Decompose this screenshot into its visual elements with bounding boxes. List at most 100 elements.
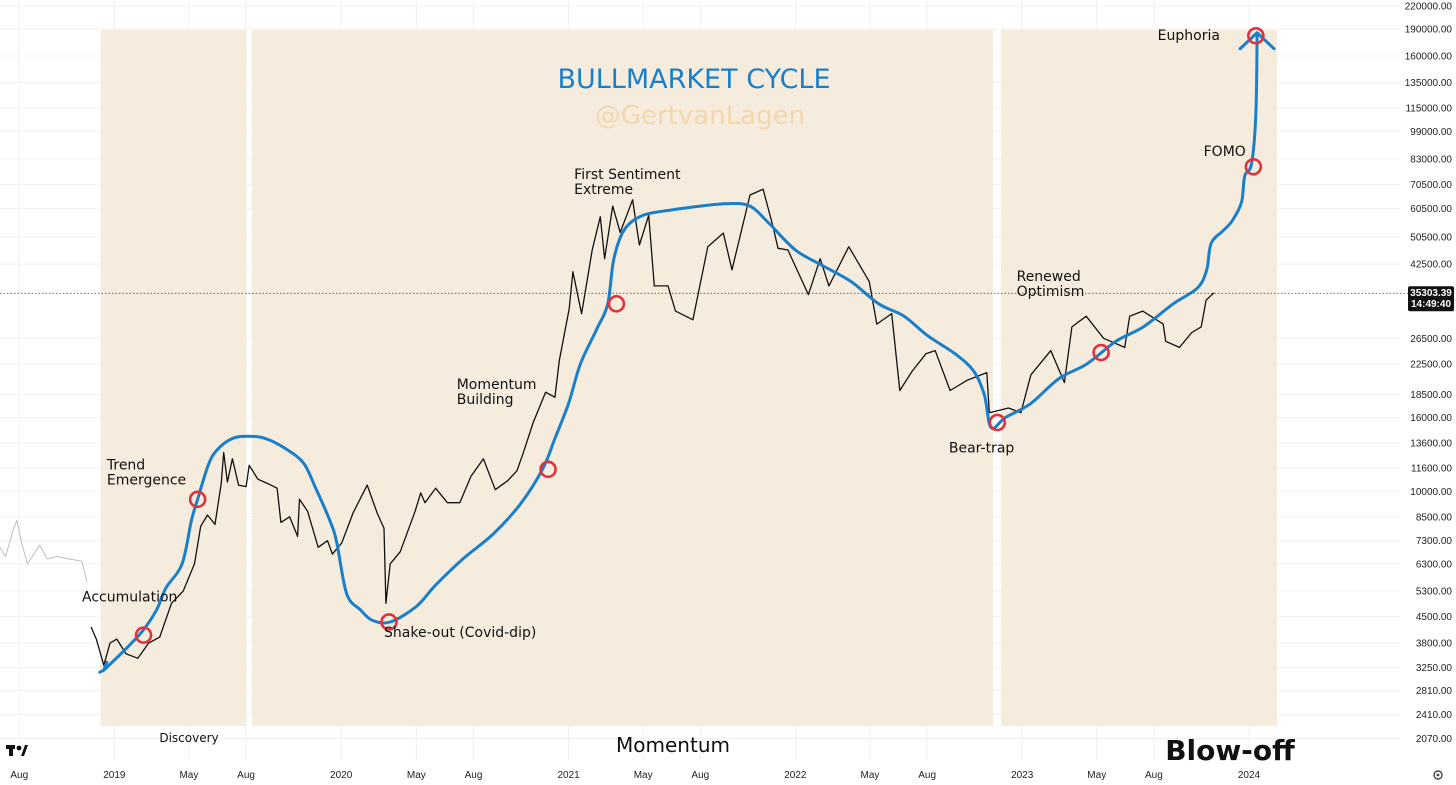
y-tick-label: 99000.00 bbox=[1410, 127, 1452, 138]
phase-band-1 bbox=[100, 30, 247, 726]
y-tick-label: 2810.00 bbox=[1416, 686, 1453, 697]
annotation-line: Emergence bbox=[107, 472, 186, 488]
y-tick-label: 60500.00 bbox=[1410, 204, 1452, 215]
y-tick-label: 6300.00 bbox=[1416, 559, 1453, 570]
y-tick-label: 7300.00 bbox=[1416, 536, 1453, 547]
cycle-marker-3 bbox=[380, 613, 398, 631]
cycle-marker-9 bbox=[1247, 26, 1265, 45]
x-tick-label: May bbox=[634, 770, 653, 781]
y-tick-label: 115000.00 bbox=[1405, 103, 1452, 114]
x-tick-label: Aug bbox=[10, 770, 28, 781]
y-tick-label: 83000.00 bbox=[1410, 155, 1452, 166]
y-tick-label: 70500.00 bbox=[1410, 180, 1452, 191]
y-tick-label: 22500.00 bbox=[1410, 359, 1452, 370]
x-tick-label: Aug bbox=[237, 770, 255, 781]
annotation-3: Shake-out (Covid-dip) bbox=[384, 625, 536, 641]
settings-gear-icon[interactable] bbox=[1433, 770, 1443, 780]
y-tick-label: 13600.00 bbox=[1410, 439, 1452, 450]
chart-title: BULLMARKET CYCLE bbox=[557, 64, 830, 95]
annotation-line: Shake-out (Covid-dip) bbox=[384, 625, 536, 641]
cycle-marker-4 bbox=[539, 460, 557, 479]
annotation-1: Accumulation bbox=[82, 590, 177, 606]
last-price-value: 35303.39 bbox=[1410, 288, 1452, 299]
x-tick-label: May bbox=[179, 770, 198, 781]
y-tick-label: 2410.00 bbox=[1416, 710, 1453, 721]
y-tick-label: 190000.00 bbox=[1405, 25, 1453, 36]
y-tick-label: 18500.00 bbox=[1410, 390, 1452, 401]
x-tick-label: May bbox=[860, 770, 879, 781]
annotation-line: Optimism bbox=[1017, 284, 1085, 300]
cycle-start-arrow bbox=[98, 660, 109, 674]
cycle-markers bbox=[134, 26, 1265, 644]
y-tick-label: 3800.00 bbox=[1416, 639, 1453, 650]
chart-series bbox=[0, 31, 1276, 674]
annotation-9: Euphoria bbox=[1158, 28, 1220, 44]
phase-label-1: Discovery bbox=[159, 731, 218, 745]
phase-label-3: Blow-off bbox=[1165, 734, 1295, 767]
phase-label-2: Momentum bbox=[616, 733, 730, 757]
annotation-line: Extreme bbox=[574, 182, 633, 198]
y-tick-label: 220000.00 bbox=[1405, 2, 1453, 13]
x-tick-label: Aug bbox=[1145, 770, 1163, 781]
y-tick-label: 3250.00 bbox=[1416, 663, 1453, 674]
annotation-6: Bear-trap bbox=[949, 441, 1015, 457]
price-axis[interactable]: 220000.00 190000.00 160000.00 135000.00 1150… bbox=[0, 2, 1454, 746]
annotation-line: Momentum bbox=[457, 377, 537, 393]
phase-band-2 bbox=[251, 30, 993, 726]
cycle-line bbox=[102, 34, 1259, 672]
cycle-marker-7 bbox=[1092, 343, 1110, 362]
annotation-line: Trend bbox=[106, 457, 145, 473]
annotation-line: Renewed bbox=[1017, 269, 1081, 285]
annotation-7: Renewed Optimism bbox=[1017, 269, 1085, 300]
x-tick-label: 2020 bbox=[330, 770, 353, 781]
annotation-2: Trend Emergence bbox=[106, 457, 186, 488]
author-watermark: @GertvanLagen bbox=[595, 101, 805, 131]
time-axis[interactable]: Aug 2019 May Aug 2020 May Aug 2021 May Aug 2022 May… bbox=[10, 770, 1260, 781]
y-tick-label: 5300.00 bbox=[1416, 586, 1453, 597]
x-tick-label: 2021 bbox=[557, 770, 580, 781]
y-tick-label: 8500.00 bbox=[1416, 512, 1453, 523]
y-tick-label: 160000.00 bbox=[1405, 51, 1453, 62]
x-tick-label: 2019 bbox=[103, 770, 126, 781]
x-tick-label: 2023 bbox=[1011, 770, 1034, 781]
annotation-line: Accumulation bbox=[82, 590, 177, 606]
phase-bands bbox=[100, 30, 1277, 726]
annotation-4: Momentum Building bbox=[457, 377, 537, 408]
y-tick-label: 2070.00 bbox=[1416, 734, 1453, 745]
x-tick-label: Aug bbox=[918, 770, 936, 781]
cycle-marker-2 bbox=[188, 490, 207, 509]
cycle-end-arrow bbox=[1238, 31, 1276, 51]
annotation-line: First Sentiment bbox=[574, 167, 681, 183]
annotation-5: First Sentiment Extreme bbox=[574, 167, 681, 198]
cycle-marker-1 bbox=[134, 626, 153, 644]
cycle-marker-6 bbox=[988, 413, 1007, 432]
y-tick-label: 11600.00 bbox=[1411, 463, 1452, 474]
tradingview-logo-icon[interactable] bbox=[6, 745, 28, 756]
cycle-marker-5 bbox=[607, 295, 626, 313]
y-tick-label: 10000.00 bbox=[1410, 487, 1452, 498]
last-price-tag bbox=[1408, 286, 1454, 312]
last-price-countdown: 14:49:40 bbox=[1411, 299, 1451, 310]
price-line bbox=[90, 188, 1215, 666]
y-tick-label: 16000.00 bbox=[1410, 413, 1452, 424]
annotation-line: Bear-trap bbox=[949, 441, 1015, 457]
x-tick-label: May bbox=[407, 770, 426, 781]
x-tick-label: May bbox=[1087, 770, 1106, 781]
cycle-marker-8 bbox=[1244, 157, 1263, 176]
x-tick-label: Aug bbox=[465, 770, 483, 781]
annotation-8: FOMO bbox=[1204, 144, 1246, 160]
phase-band-3 bbox=[1001, 30, 1277, 726]
x-tick-label: 2022 bbox=[784, 770, 807, 781]
y-tick-label: 26500.00 bbox=[1410, 334, 1452, 345]
y-tick-label: 4500.00 bbox=[1416, 612, 1453, 623]
x-tick-label: Aug bbox=[691, 770, 709, 781]
annotation-line: Building bbox=[457, 392, 514, 408]
history-line bbox=[0, 520, 88, 583]
x-tick-label: 2024 bbox=[1238, 770, 1261, 781]
annotation-line: FOMO bbox=[1204, 144, 1246, 160]
y-tick-label: 135000.00 bbox=[1405, 78, 1453, 89]
y-tick-label: 50500.00 bbox=[1410, 233, 1452, 244]
y-tick-label: 42500.00 bbox=[1410, 260, 1452, 271]
annotation-line: Euphoria bbox=[1158, 28, 1220, 44]
